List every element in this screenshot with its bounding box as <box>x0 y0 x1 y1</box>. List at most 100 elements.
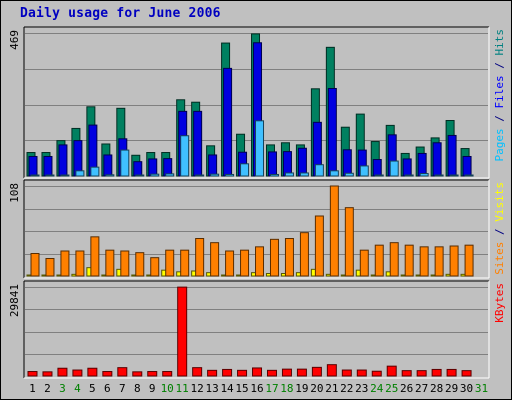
bar-pages-day-12 <box>195 174 205 177</box>
bar-files-day-27 <box>417 152 427 177</box>
panel-kbytes: 29841 KBytes <box>8 280 506 379</box>
bar-pages-day-14 <box>225 173 235 177</box>
bar-sites-day-14 <box>225 250 235 277</box>
day-label-25: 25 <box>385 382 398 395</box>
day-label-2: 2 <box>44 382 51 395</box>
bar-sites-day-30 <box>464 244 474 277</box>
day-label-31: 31 <box>475 382 488 395</box>
bar-sites-day-15 <box>240 249 250 277</box>
day-label-7: 7 <box>119 382 126 395</box>
legend-text: Files <box>493 75 506 108</box>
bar-kbytes-day-29 <box>446 368 457 377</box>
bar-sites-day-23 <box>359 249 369 277</box>
bar-sites-day-8 <box>135 252 145 277</box>
bar-pages-day-18 <box>284 172 294 177</box>
day-label-13: 13 <box>205 382 218 395</box>
bar-kbytes-day-2 <box>42 371 53 377</box>
bar-sites-day-19 <box>299 232 309 277</box>
day-label-19: 19 <box>295 382 308 395</box>
bar-kbytes-day-10 <box>162 371 173 377</box>
bar-files-day-22 <box>342 149 352 177</box>
bar-files-day-30 <box>462 155 472 177</box>
day-label-21: 21 <box>325 382 338 395</box>
bar-sites-day-27 <box>419 246 429 277</box>
legend-text: / <box>493 109 506 129</box>
bar-kbytes-day-19 <box>296 368 307 377</box>
bar-sites-day-17 <box>269 238 279 277</box>
bar-pages-day-11 <box>180 135 190 177</box>
day-label-18: 18 <box>280 382 293 395</box>
bar-sites-day-21 <box>329 185 339 277</box>
bar-kbytes-day-28 <box>431 368 442 377</box>
day-label-4: 4 <box>74 382 81 395</box>
bar-sites-day-5 <box>90 236 100 277</box>
bar-sites-day-12 <box>195 238 205 277</box>
bar-sites-day-4 <box>75 250 85 277</box>
bar-kbytes-day-20 <box>311 366 322 377</box>
bar-kbytes-day-5 <box>87 367 98 377</box>
bar-pages-day-24 <box>374 174 384 177</box>
bar-kbytes-day-6 <box>102 371 113 377</box>
panel-sites-visits: 108 Sites / Visits <box>8 179 506 279</box>
bar-files-day-2 <box>43 155 53 177</box>
bar-sites-day-28 <box>434 246 444 277</box>
bar-pages-day-13 <box>210 173 220 177</box>
bar-sites-day-6 <box>105 249 115 277</box>
bar-kbytes-day-3 <box>57 367 68 377</box>
bar-kbytes-day-23 <box>356 369 367 377</box>
bar-kbytes-day-24 <box>371 370 382 377</box>
bar-pages-day-17 <box>269 173 279 177</box>
bar-sites-day-2 <box>45 258 55 277</box>
legend-text: / <box>493 56 506 76</box>
bar-sites-day-26 <box>404 244 414 277</box>
legend-label-sites-visits: Sites / Visits <box>493 182 506 275</box>
bar-pages-day-1 <box>30 174 40 177</box>
day-label-22: 22 <box>340 382 353 395</box>
bar-files-day-19 <box>297 147 307 177</box>
day-label-1: 1 <box>29 382 36 395</box>
day-label-10: 10 <box>161 382 174 395</box>
bar-kbytes-day-30 <box>461 370 472 377</box>
bar-pages-day-8 <box>135 174 145 177</box>
bar-kbytes-day-18 <box>281 368 292 377</box>
bar-kbytes-day-12 <box>192 367 203 377</box>
legend-label-pages-files-hits: Pages / Files / Hits <box>493 29 506 162</box>
day-label-23: 23 <box>355 382 368 395</box>
day-label-6: 6 <box>104 382 111 395</box>
bar-pages-day-30 <box>464 174 474 177</box>
day-label-16: 16 <box>250 382 263 395</box>
legend-label-kbytes: KBytes <box>493 283 506 323</box>
day-label-24: 24 <box>370 382 384 395</box>
bar-pages-day-27 <box>419 173 429 177</box>
bar-pages-day-10 <box>165 173 175 177</box>
day-label-28: 28 <box>430 382 443 395</box>
bar-files-day-6 <box>103 154 113 177</box>
day-label-26: 26 <box>400 382 413 395</box>
bar-sites-day-11 <box>180 249 190 277</box>
y-max-label-kbytes: 29841 <box>8 284 21 317</box>
bar-files-day-28 <box>432 142 442 177</box>
bar-files-day-13 <box>208 154 218 177</box>
y-max-label-pages-files-hits: 469 <box>8 30 21 50</box>
day-label-9: 9 <box>149 382 156 395</box>
bar-pages-day-19 <box>299 172 309 177</box>
bar-kbytes-day-11 <box>177 286 188 377</box>
bar-kbytes-day-22 <box>341 369 352 377</box>
legend-text: Hits <box>493 29 506 56</box>
bar-sites-day-16 <box>255 246 265 277</box>
legend-text: KBytes <box>493 283 506 323</box>
bar-sites-day-1 <box>30 253 40 277</box>
y-max-label-sites-visits: 108 <box>8 183 21 203</box>
bar-kbytes-day-1 <box>27 371 38 377</box>
bar-pages-day-28 <box>434 174 444 177</box>
bar-pages-day-20 <box>314 164 324 177</box>
bar-kbytes-day-25 <box>386 365 397 377</box>
bar-pages-day-26 <box>404 174 414 177</box>
legend-text: Visits <box>493 182 506 222</box>
day-label-20: 20 <box>310 382 323 395</box>
legend-text: Pages <box>493 128 506 161</box>
chart-title: Daily usage for June 2006 <box>20 6 221 21</box>
bar-pages-day-5 <box>90 166 100 177</box>
day-label-30: 30 <box>460 382 473 395</box>
